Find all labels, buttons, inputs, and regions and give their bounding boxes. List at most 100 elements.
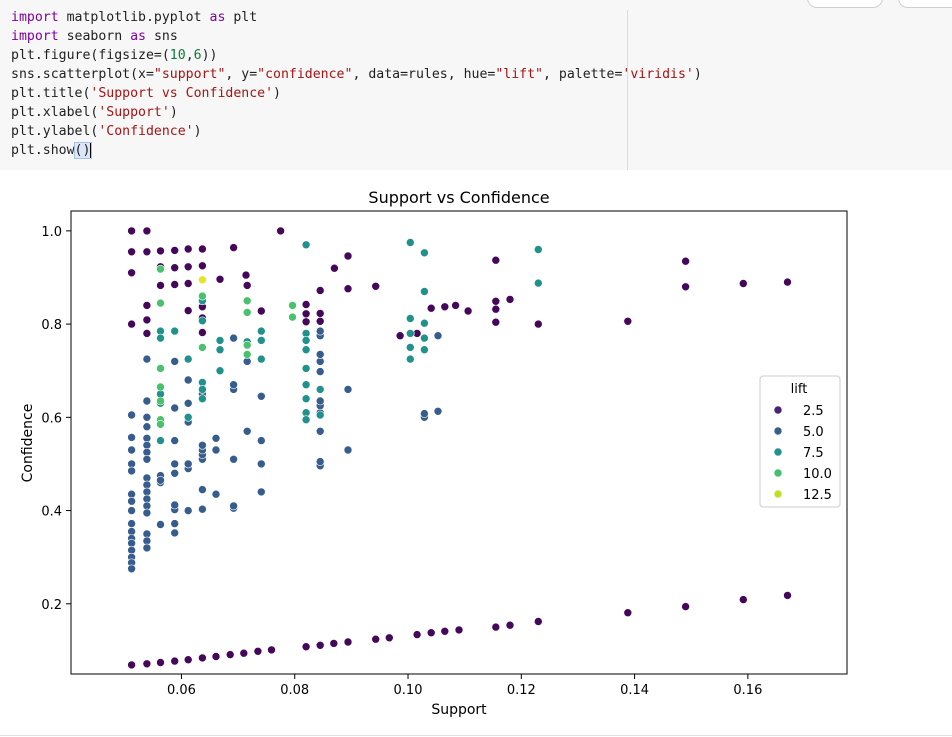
legend-marker: [773, 405, 783, 415]
code-token: "confidence": [257, 67, 353, 82]
data-point: [198, 316, 207, 326]
legend-label: 2.5: [803, 404, 824, 419]
data-point: [454, 625, 464, 635]
data-point: [215, 366, 225, 376]
data-point: [301, 336, 311, 345]
code-token: 'Support': [98, 105, 170, 120]
code-token: , data=rules, hue=: [352, 67, 496, 82]
data-point: [211, 652, 221, 661]
code-token: sns.scatterplot(x=: [11, 67, 154, 82]
code-token: 'Support vs Confidence': [90, 86, 274, 101]
data-point: [142, 247, 152, 257]
legend-label: 12.5: [803, 488, 832, 503]
y-tick-label: 0.2: [41, 598, 62, 613]
data-point: [343, 251, 353, 261]
data-point: [315, 316, 325, 326]
data-point: [301, 380, 311, 390]
x-tick-label: 0.10: [394, 683, 423, 698]
legend-marker: [773, 426, 783, 436]
data-point: [142, 329, 152, 338]
data-point: [371, 281, 381, 291]
y-tick-label: 1.0: [41, 225, 62, 240]
data-point: [463, 306, 473, 316]
code-line: plt.ylabel('Confidence'): [11, 124, 202, 139]
data-point: [183, 375, 193, 385]
data-point: [420, 409, 429, 418]
data-point: [343, 385, 353, 394]
data-point: [433, 331, 443, 341]
data-point: [229, 380, 238, 390]
data-point: [276, 226, 285, 236]
code-cell[interactable]: import matplotlib.pyplot as plt import s…: [0, 0, 952, 170]
data-point: [315, 410, 325, 420]
data-point: [229, 454, 238, 464]
data-point: [315, 396, 325, 406]
code-token: ,: [185, 48, 194, 63]
data-point: [505, 620, 515, 630]
data-point: [256, 336, 266, 345]
data-point: [156, 520, 165, 529]
data-point: [142, 396, 152, 406]
data-point: [198, 394, 207, 404]
data-point: [183, 262, 193, 272]
data-point: [170, 280, 179, 289]
data-point: [225, 650, 235, 659]
data-point: [156, 436, 165, 445]
data-point: [211, 489, 221, 499]
data-point: [142, 301, 152, 310]
data-point: [198, 261, 207, 271]
code-token: 'Confidence': [98, 124, 194, 139]
data-point: [315, 350, 325, 359]
data-point: [170, 246, 179, 255]
data-point: [211, 445, 221, 455]
code-editor[interactable]: import matplotlib.pyplot as plt import s…: [11, 8, 702, 160]
data-point: [142, 315, 152, 325]
data-point: [533, 617, 543, 626]
data-point: [420, 318, 429, 328]
data-point: [440, 626, 450, 636]
data-point: [156, 364, 165, 373]
code-token: plt.xlabel(: [11, 105, 99, 120]
data-point: [242, 350, 252, 359]
data-point: [156, 246, 165, 256]
data-point: [170, 468, 179, 478]
code-token: "support": [153, 67, 226, 82]
data-point: [127, 506, 136, 515]
data-point: [329, 639, 339, 648]
points-layer: [127, 226, 792, 670]
data-point: [301, 394, 311, 404]
data-point: [198, 485, 207, 494]
code-token: , y=: [225, 67, 258, 82]
data-point: [301, 345, 311, 355]
data-point: [426, 628, 436, 638]
data-point: [170, 357, 179, 366]
legend-marker: [773, 447, 783, 457]
data-point: [256, 306, 266, 316]
data-point: [491, 255, 501, 265]
code-token: 10: [169, 48, 186, 63]
legend-label: 7.5: [803, 446, 824, 461]
data-point: [343, 637, 353, 647]
code-line: import matplotlib.pyplot as plt: [11, 10, 257, 25]
code-token: ): [273, 86, 281, 101]
data-point: [256, 459, 266, 469]
code-token: import: [11, 10, 59, 25]
data-point: [142, 659, 152, 669]
data-point: [395, 331, 405, 341]
code-token: 6: [193, 48, 202, 63]
data-point: [440, 302, 450, 312]
data-point: [491, 317, 501, 327]
data-point: [256, 436, 266, 445]
data-point: [315, 640, 325, 650]
data-point: [127, 410, 136, 420]
data-point: [127, 496, 136, 506]
data-point: [533, 319, 543, 329]
data-point: [505, 295, 515, 304]
data-point: [256, 354, 266, 364]
code-token: (): [73, 142, 93, 159]
data-point: [198, 385, 207, 394]
data-point: [198, 275, 207, 285]
data-point: [229, 501, 238, 511]
code-token: seaborn: [58, 29, 131, 44]
